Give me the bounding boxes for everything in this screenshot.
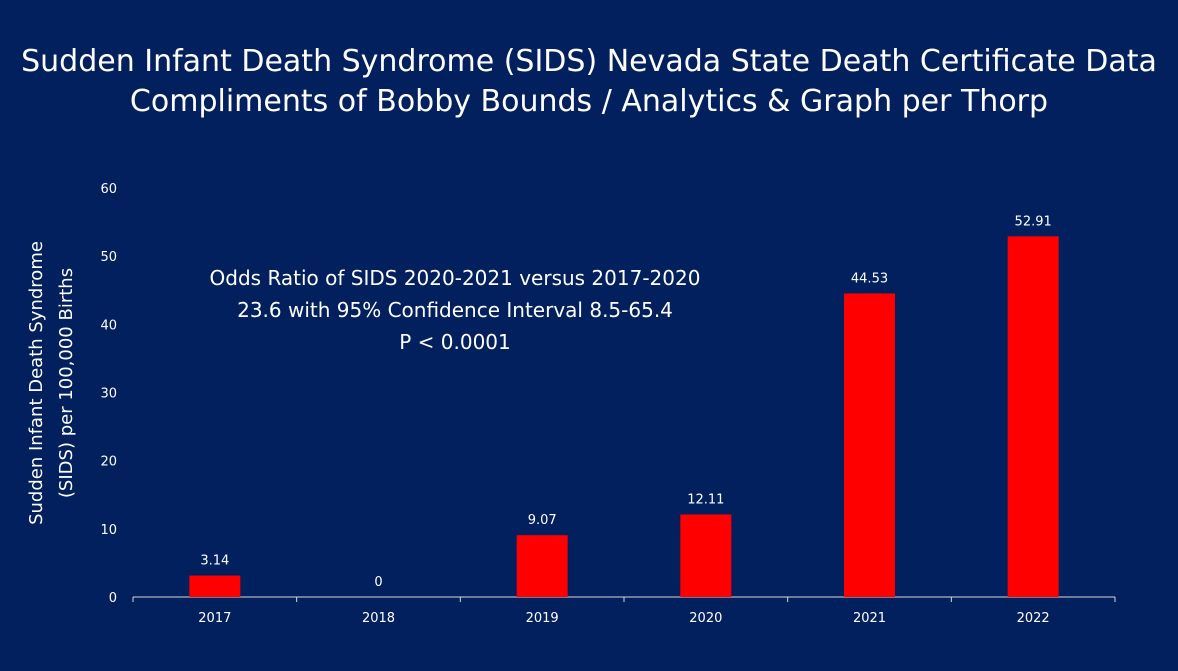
y-tick-label: 20: [100, 455, 117, 470]
bar-2020: [680, 514, 732, 597]
bar-2017: [189, 575, 241, 597]
annotation-line-3: P < 0.0001: [399, 330, 511, 354]
y-tick-label: 60: [100, 182, 117, 197]
odds-ratio-annotation: Odds Ratio of SIDS 2020-2021 versus 2017…: [168, 262, 742, 358]
chart-title: Sudden Infant Death Syndrome (SIDS) Neva…: [0, 42, 1178, 122]
x-tick-label-2017: 2017: [198, 611, 231, 626]
data-label-2021: 44.53: [851, 271, 888, 286]
y-tick-label: 50: [100, 250, 117, 265]
bar-2021: [844, 293, 895, 597]
y-tick-label: 40: [100, 318, 117, 333]
annotation-line-1: Odds Ratio of SIDS 2020-2021 versus 2017…: [209, 266, 701, 290]
chart-title-line-1: Sudden Infant Death Syndrome (SIDS) Neva…: [21, 44, 1157, 79]
data-label-2018: 0: [374, 575, 382, 590]
data-label-2020: 12.11: [687, 492, 724, 507]
x-tick-label-2021: 2021: [853, 611, 886, 626]
bar-2022: [1007, 236, 1059, 597]
data-label-2019: 9.07: [528, 513, 557, 528]
chart-title-line-2: Compliments of Bobby Bounds / Analytics …: [129, 84, 1049, 119]
annotation-line-2: 23.6 with 95% Confidence Interval 8.5-65…: [237, 298, 673, 322]
x-tick-label-2022: 2022: [1017, 611, 1050, 626]
y-tick-label: 0: [109, 591, 117, 606]
bar-2019: [516, 535, 568, 597]
x-tick-label-2019: 2019: [526, 611, 559, 626]
x-tick-label-2018: 2018: [362, 611, 395, 626]
data-label-2022: 52.91: [1015, 214, 1052, 229]
x-tick-label-2020: 2020: [689, 611, 722, 626]
y-tick-label: 30: [100, 387, 117, 402]
data-label-2017: 3.14: [200, 554, 229, 569]
y-tick-label: 10: [100, 523, 117, 538]
